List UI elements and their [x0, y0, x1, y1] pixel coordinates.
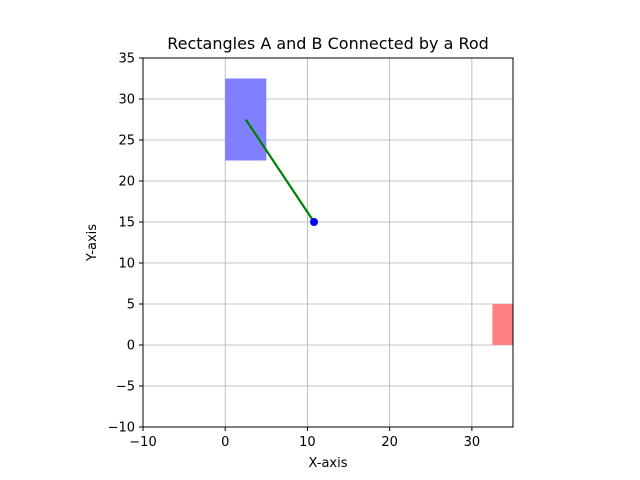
- y-tick-label: −5: [116, 380, 135, 395]
- y-tick-label: 20: [118, 175, 135, 190]
- y-tick-label: 35: [118, 52, 135, 67]
- grid: [142, 57, 513, 428]
- x-tick-label: 10: [299, 435, 316, 450]
- x-axis-label: X-axis: [309, 456, 348, 471]
- y-tick-label: 5: [127, 298, 135, 313]
- x-tick-label: 0: [221, 435, 229, 450]
- y-tick-label: −10: [108, 421, 135, 436]
- y-tick-label: 30: [118, 93, 135, 108]
- y-tick-label: 25: [118, 134, 135, 149]
- y-tick-label: 0: [127, 339, 135, 354]
- y-axis-label: Y-axis: [85, 224, 100, 262]
- ticks: −10 0 10 20 30 −10 −5 0 5 10 15 20 25 30 35: [108, 52, 481, 451]
- plot-shapes: [225, 78, 513, 345]
- chart-title: Rectangles A and B Connected by a Rod: [167, 34, 489, 53]
- y-tick-label: 10: [118, 257, 135, 272]
- y-tick-label: 15: [118, 216, 135, 231]
- x-tick-label: 30: [464, 435, 481, 450]
- rectangle-b: [492, 304, 513, 345]
- rod-line: [244, 118, 315, 223]
- plot-frame: [142, 57, 514, 428]
- rod-endpoint-marker: [310, 218, 319, 226]
- x-tick-label: −10: [129, 435, 156, 450]
- x-tick-label: 20: [381, 435, 398, 450]
